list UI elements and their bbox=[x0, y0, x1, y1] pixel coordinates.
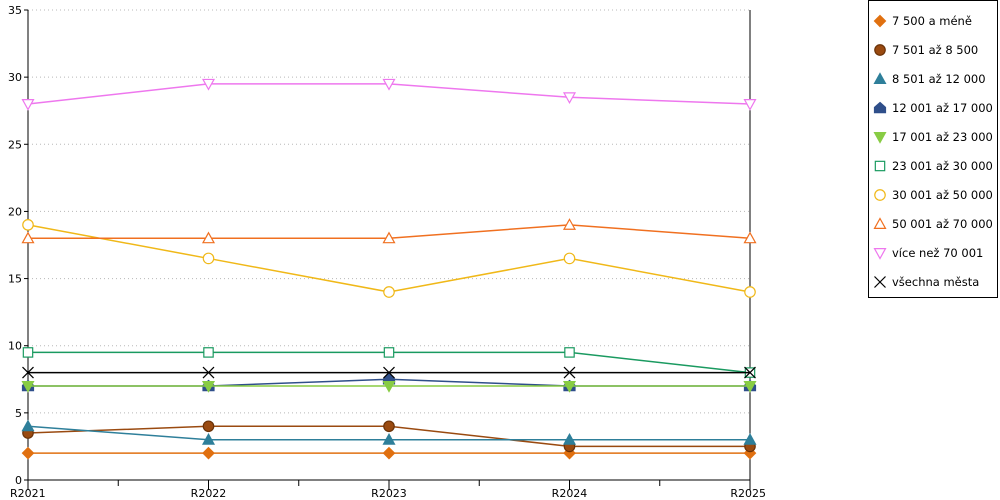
legend-label: 23 001 až 30 000 bbox=[892, 159, 993, 173]
x-tick-label: R2025 bbox=[730, 487, 766, 500]
legend-item: 17 001 až 23 000 bbox=[873, 127, 993, 147]
data-point bbox=[382, 446, 396, 460]
legend-marker bbox=[873, 72, 887, 84]
y-tick-label: 20 bbox=[8, 205, 22, 218]
data-point bbox=[203, 347, 214, 358]
data-point bbox=[563, 252, 576, 265]
legend-item: 50 001 až 70 000 bbox=[873, 214, 993, 234]
legend-item: více než 70 001 bbox=[873, 243, 983, 263]
data-point bbox=[563, 366, 576, 379]
legend-label: 30 001 až 50 000 bbox=[892, 188, 993, 202]
data-point bbox=[743, 432, 757, 445]
legend-marker bbox=[873, 247, 887, 260]
legend-label: 7 501 až 8 500 bbox=[892, 43, 979, 57]
y-tick-label: 5 bbox=[15, 407, 22, 420]
data-point bbox=[21, 381, 35, 393]
series-8 bbox=[21, 78, 757, 111]
data-point bbox=[744, 366, 756, 379]
data-point bbox=[21, 231, 35, 244]
x-tick-label: R2024 bbox=[552, 487, 588, 500]
legend-marker bbox=[873, 131, 887, 144]
data-point bbox=[744, 286, 756, 298]
data-point bbox=[743, 98, 757, 111]
data-point bbox=[21, 419, 35, 432]
y-tick-label: 0 bbox=[15, 474, 22, 487]
tick-labels: 0 5 10 15 20 25 30 35 R2021 R2022 R2023 R2024 R2025 bbox=[8, 4, 766, 500]
data-point bbox=[202, 252, 215, 265]
y-tick-label: 30 bbox=[8, 71, 22, 84]
data-point bbox=[562, 92, 577, 105]
y-tick-label: 35 bbox=[8, 4, 22, 17]
legend-marker bbox=[873, 217, 887, 229]
data-point bbox=[202, 420, 215, 433]
data-point bbox=[743, 381, 757, 393]
legend-label: 7 500 a méně bbox=[892, 14, 972, 28]
data-point bbox=[201, 432, 216, 445]
series-7 bbox=[21, 218, 757, 244]
legend-marker bbox=[874, 276, 886, 288]
legend-item: 8 501 až 12 000 bbox=[873, 69, 986, 89]
data-point bbox=[562, 218, 577, 230]
y-tick-label: 15 bbox=[8, 273, 22, 286]
series-4 bbox=[21, 381, 757, 393]
data-point bbox=[562, 432, 577, 445]
data-point bbox=[383, 420, 395, 433]
data-point bbox=[562, 381, 577, 393]
data-point bbox=[382, 78, 396, 91]
legend-label: 17 001 až 23 000 bbox=[892, 130, 993, 144]
x-tick-label: R2022 bbox=[191, 487, 227, 500]
data-point bbox=[21, 98, 35, 111]
data-point bbox=[383, 366, 395, 379]
legend-item: 12 001 až 17 000 bbox=[873, 98, 993, 118]
data-point bbox=[201, 78, 216, 91]
x-tick-label: R2021 bbox=[10, 487, 46, 500]
series-9 bbox=[22, 366, 756, 379]
legend-marker bbox=[873, 14, 887, 28]
data-point bbox=[383, 286, 395, 298]
data-point bbox=[201, 231, 216, 244]
legend-marker bbox=[874, 189, 886, 201]
data-point bbox=[202, 366, 215, 379]
legend-marker bbox=[873, 101, 887, 114]
legend-item: 7 500 a méně bbox=[873, 11, 972, 31]
data-point bbox=[21, 446, 35, 460]
x-tick-label: R2023 bbox=[371, 487, 407, 500]
legend-marker bbox=[874, 160, 886, 172]
legend-item: 23 001 až 30 000 bbox=[873, 156, 993, 176]
legend-label: 8 501 až 12 000 bbox=[892, 72, 986, 86]
data-point bbox=[743, 231, 757, 244]
data-point bbox=[382, 231, 396, 244]
legend-item: všechna města bbox=[873, 272, 979, 292]
data-point bbox=[564, 347, 575, 358]
series-0 bbox=[21, 446, 757, 460]
legend: 7 500 a méně 7 501 až 8 500 8 501 až 12 00… bbox=[868, 0, 998, 298]
legend-item: 30 001 až 50 000 bbox=[873, 185, 993, 205]
grid-lines bbox=[28, 9, 750, 414]
legend-marker bbox=[874, 44, 886, 56]
series-2 bbox=[21, 419, 757, 445]
data-point bbox=[22, 366, 34, 379]
legend-item: 7 501 až 8 500 bbox=[873, 40, 978, 60]
series-6 bbox=[22, 219, 756, 298]
data-point bbox=[22, 347, 34, 358]
data-point bbox=[202, 446, 215, 460]
data-point bbox=[383, 347, 395, 358]
data-point bbox=[22, 219, 34, 231]
data-point bbox=[382, 432, 396, 445]
y-tick-label: 10 bbox=[8, 340, 22, 353]
data-point bbox=[382, 381, 396, 393]
axes bbox=[24, 9, 751, 490]
series-lines bbox=[21, 78, 757, 460]
legend-label: všechna města bbox=[892, 275, 980, 289]
legend-label: více než 70 001 bbox=[892, 246, 984, 260]
y-tick-label: 25 bbox=[8, 138, 22, 151]
legend-label: 50 001 až 70 000 bbox=[892, 217, 993, 231]
legend-label: 12 001 až 17 000 bbox=[892, 101, 993, 115]
data-point bbox=[201, 381, 216, 393]
